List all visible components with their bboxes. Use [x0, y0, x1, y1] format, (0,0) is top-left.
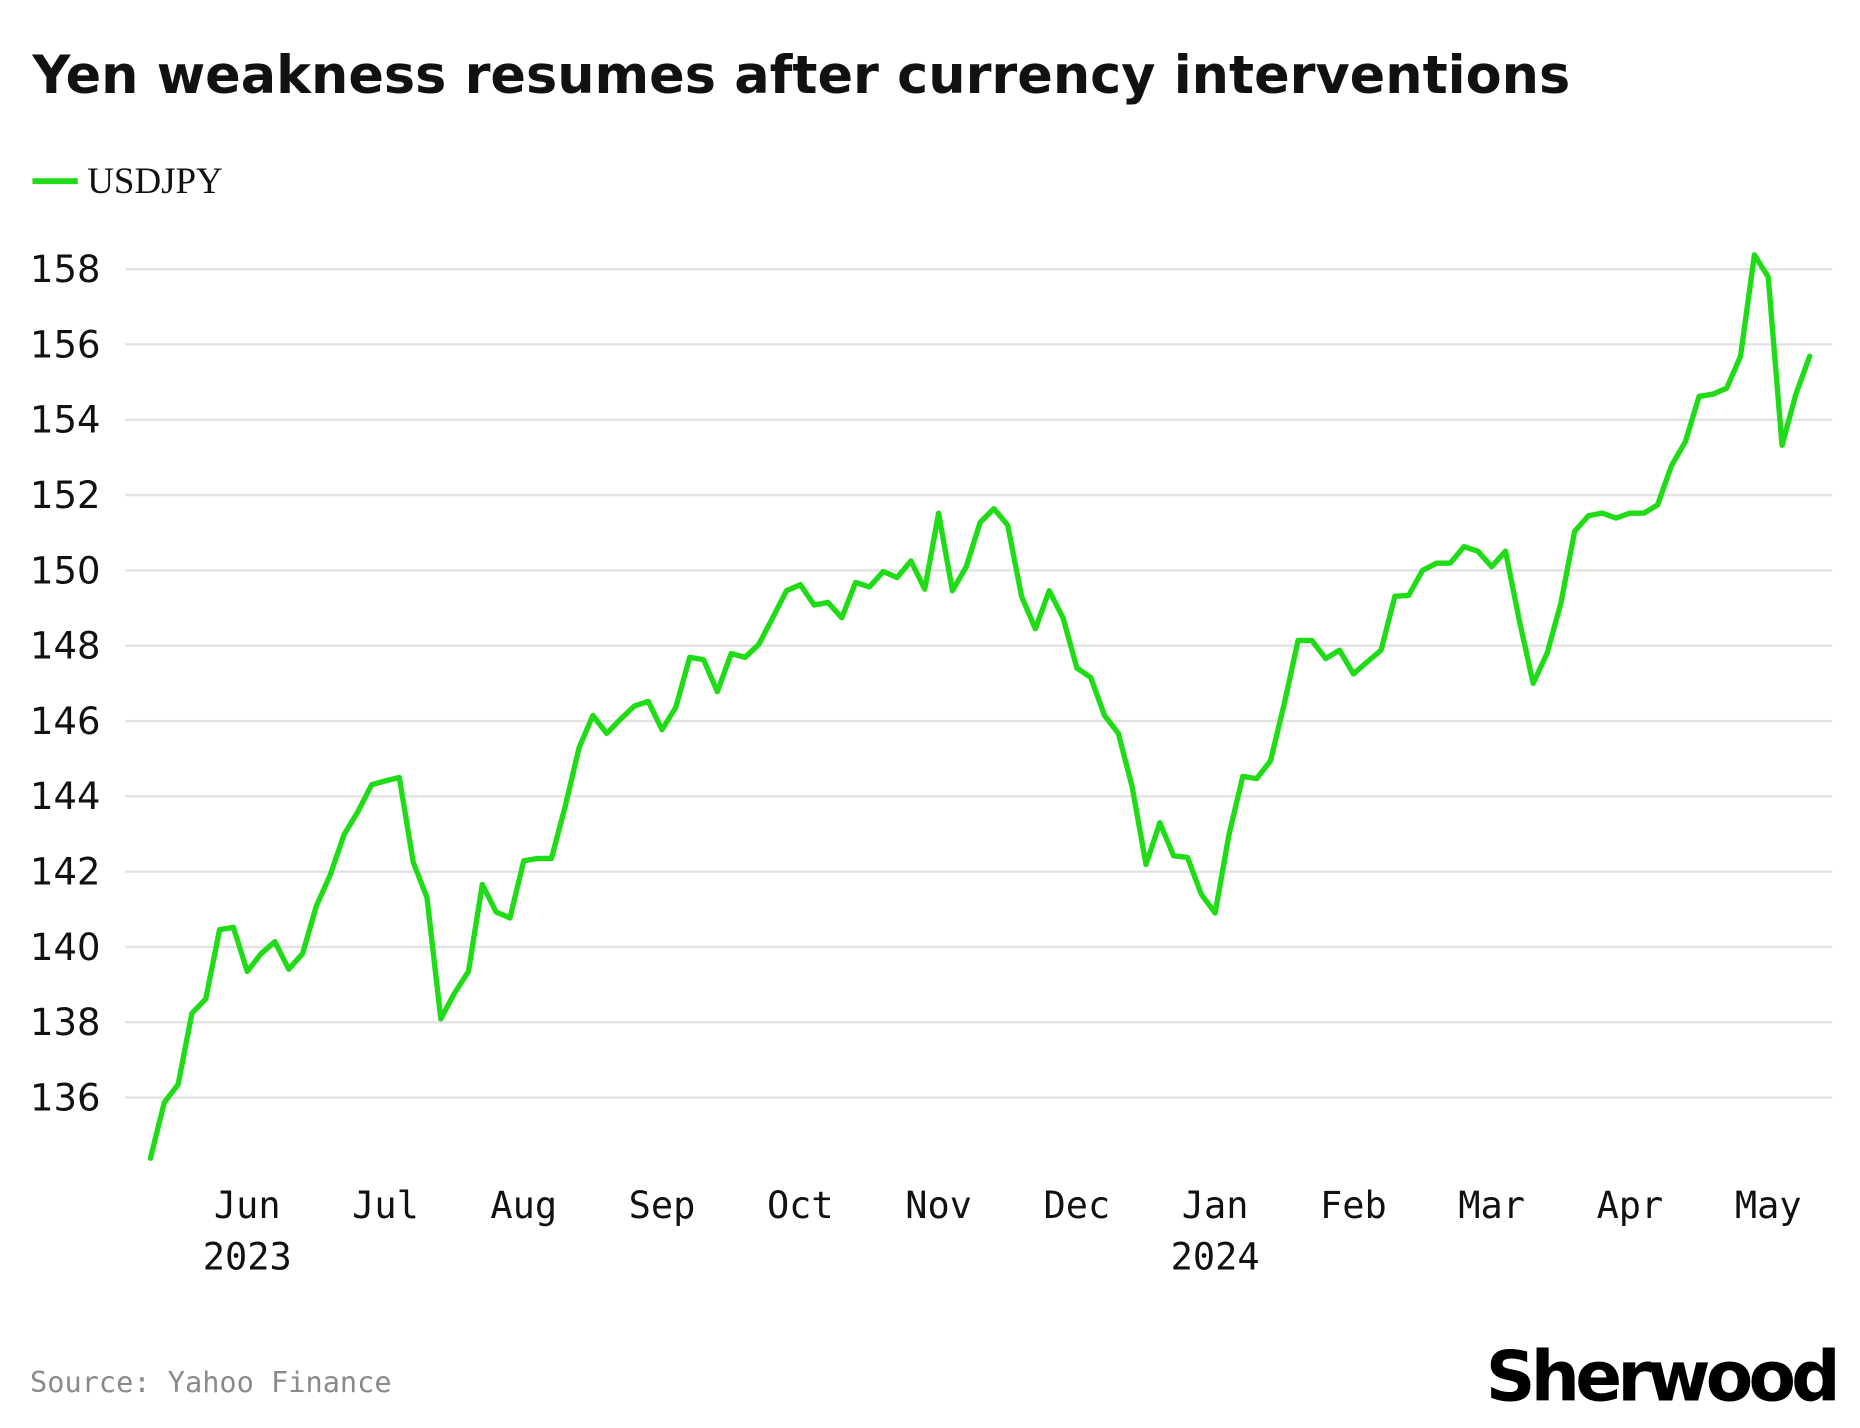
y-tick-label: 136: [30, 1076, 101, 1119]
y-tick-label: 148: [30, 625, 101, 668]
y-tick-label: 138: [30, 1001, 101, 1044]
y-tick-label: 144: [30, 775, 101, 818]
x-tick-label: Mar: [1458, 1184, 1525, 1227]
y-tick-label: 150: [30, 549, 101, 592]
x-tick-label: Jun: [214, 1184, 281, 1227]
x-tick-label: Aug: [490, 1184, 557, 1227]
y-tick-label: 140: [30, 926, 101, 969]
x-tick-label: Feb: [1320, 1184, 1387, 1227]
x-tick-label: Dec: [1043, 1184, 1110, 1227]
chart-title: Yen weakness resumes after currency inte…: [31, 45, 1570, 106]
x-tick-label: Apr: [1597, 1184, 1664, 1227]
x-tick-label: Jul: [352, 1184, 419, 1227]
brand-logo: Sherwood: [1486, 1338, 1836, 1418]
y-tick-label: 146: [30, 700, 101, 743]
y-tick-label: 154: [30, 399, 101, 442]
source-note: Source: Yahoo Finance: [30, 1365, 392, 1399]
y-tick-label: 156: [30, 323, 101, 366]
x-tick-label: Oct: [767, 1184, 834, 1227]
x-year-label: 2024: [1171, 1235, 1260, 1278]
x-tick-label: Nov: [905, 1184, 972, 1227]
legend-label: USDJPY: [87, 160, 223, 201]
x-tick-label: Sep: [629, 1184, 696, 1227]
data-line: [147, 252, 1813, 1161]
x-tick-label: May: [1735, 1184, 1802, 1227]
y-tick-label: 152: [30, 474, 101, 517]
x-year-label: 2023: [203, 1235, 292, 1278]
y-tick-label: 142: [30, 851, 101, 894]
x-tick-label: Jan: [1182, 1184, 1249, 1227]
y-tick-label: 158: [30, 248, 101, 291]
